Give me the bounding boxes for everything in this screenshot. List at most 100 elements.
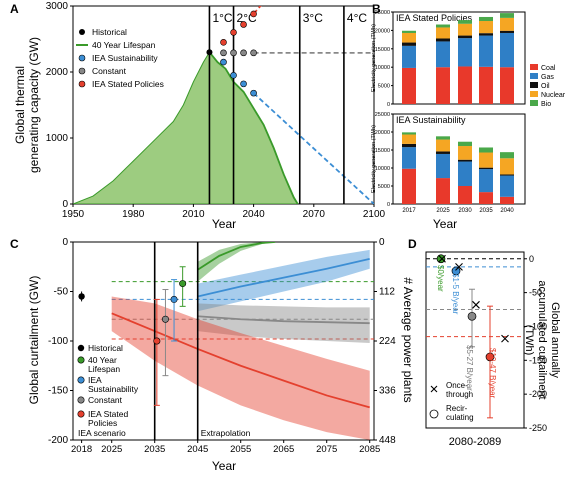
- panel-c-xtick-label: 2035: [144, 444, 165, 455]
- legend-swatch: [78, 67, 86, 75]
- bar-coal: [402, 67, 416, 104]
- stated-once-through-point: [501, 334, 509, 343]
- bar-bio: [436, 136, 450, 140]
- bar-oil: [458, 35, 472, 39]
- panel-c-ytick-label: 0: [62, 237, 68, 248]
- legend-coal-swatch: [530, 64, 538, 70]
- bar-nuclear: [402, 134, 416, 144]
- bar-coal: [402, 168, 416, 204]
- legend-entry: Constant: [88, 395, 123, 405]
- legend-entry: IEA Stated Policies: [92, 79, 164, 89]
- stated-point: [220, 38, 227, 46]
- stated-recirculating-point: [485, 352, 495, 362]
- panel-d-chart: $0/year $1-5 B/year $5-27 B/year $10-47 B/y…: [425, 251, 561, 448]
- panel-b-xtick-label: 2040: [500, 208, 514, 214]
- panel-c-ylabel-right: # Average power plants: [401, 277, 415, 402]
- bar-gas: [500, 32, 514, 68]
- bar-gas: [479, 169, 493, 193]
- panel-c-plot-area: [111, 242, 374, 440]
- stated-point: [250, 10, 257, 18]
- sustainability-cost-annotation: $1-5 B/year: [451, 273, 460, 315]
- bar-nuclear: [436, 27, 450, 39]
- constant-point: [250, 49, 257, 57]
- legend-entry: Policies: [88, 418, 117, 428]
- sustainability-point: [250, 89, 257, 97]
- region-label-extrapolation: Extrapolation: [201, 428, 251, 438]
- panel-a-ylabel-line1: Global thermal: [13, 66, 27, 144]
- warming-label-3: 3°C: [303, 11, 323, 25]
- legend-recirculating-label: Recir-: [446, 404, 468, 413]
- bar-oil: [402, 42, 416, 46]
- constant-once-through-point: [472, 300, 480, 309]
- panel-a-xtick-label: 2040: [242, 209, 265, 220]
- legend-entry: Historical: [92, 27, 127, 37]
- panel-a-xtick-label: 2070: [303, 209, 326, 220]
- sustainability-projection-line: [197, 257, 370, 298]
- panel-letter-c: C: [10, 237, 19, 251]
- panel-c-xtick-label: 2085: [359, 444, 380, 455]
- bar-gas: [458, 161, 472, 186]
- bar-oil: [479, 33, 493, 36]
- legend-coal-label: Coal: [541, 65, 556, 72]
- panel-c-ytick-label: -100: [48, 336, 68, 347]
- legend-swatch: [77, 396, 85, 404]
- stated-uncertainty-band: [111, 296, 370, 440]
- panel-d-ytick-label: -150: [529, 355, 547, 365]
- panel-c-xtick-label: 2018: [71, 444, 92, 455]
- bar-oil: [436, 151, 450, 154]
- bar-bio: [402, 132, 416, 135]
- bar-gas: [436, 153, 450, 179]
- panel-b-xtick-label: 2025: [436, 208, 450, 214]
- panel-b-ytick-label: 15000: [375, 148, 390, 154]
- sustainability-uncertainty-band: [197, 249, 370, 312]
- panel-letter-b: B: [372, 2, 381, 16]
- legend-once-through-label: through: [446, 390, 473, 399]
- legend-bio-swatch: [530, 100, 538, 106]
- bar-oil: [500, 174, 514, 176]
- legend-swatch: [79, 29, 85, 35]
- warming-label-4: 4°C: [347, 11, 367, 25]
- constant-projection-line: [197, 315, 370, 325]
- panel-d-ytick-label: -50: [529, 288, 542, 298]
- legend-entry: IEA Stated: [88, 409, 128, 419]
- sustainability-trend-line: [252, 92, 374, 204]
- legend-bio-label: Bio: [541, 101, 551, 108]
- panel-c-xlabel: Year: [212, 459, 236, 473]
- constant-cost-annotation: $5-27 B/year: [465, 345, 474, 391]
- bar-bio: [458, 141, 472, 147]
- legend-entry: 40 Year Lifespan: [92, 40, 156, 50]
- legend-swatch: [78, 80, 86, 88]
- legend-nuclear-label: Nuclear: [541, 92, 566, 99]
- legend-entry: Historical: [88, 343, 123, 353]
- panel-b-ytick-label: 20000: [375, 130, 390, 136]
- bar-coal: [479, 192, 493, 204]
- bar-coal: [500, 67, 514, 104]
- region-label-iea-scenario: IEA scenario: [78, 428, 126, 438]
- panel-a-ylabel-line2: generating capacity (GW): [27, 37, 41, 173]
- legend-recirculating-swatch: [429, 409, 439, 419]
- panel-b-xtick-label: 2035: [479, 208, 493, 214]
- panel-c-ytick-right-label: 336: [379, 386, 396, 397]
- constant-point: [230, 49, 237, 57]
- legend-swatch: [77, 356, 85, 364]
- bar-oil: [458, 159, 472, 162]
- legend-oil-swatch: [530, 82, 538, 88]
- bar-nuclear: [500, 17, 514, 31]
- bar-bio: [458, 20, 472, 24]
- bar-nuclear: [479, 21, 493, 34]
- legend-once-through-swatch: [430, 385, 438, 393]
- panel-b-ylabel-1: Electricity generation (TWh): [371, 24, 377, 92]
- sustainability-point: [220, 58, 227, 66]
- panel-a-ytick-label: 1000: [46, 133, 69, 144]
- sustainability-2025-2035-point: [170, 295, 178, 303]
- panel-c-ytick-right-label: 448: [379, 435, 396, 446]
- legend-entry: 40 Year: [88, 355, 117, 365]
- panel-c-xtick-label: 2045: [187, 444, 208, 455]
- legend-swatch: [78, 54, 86, 62]
- panel-b-xlabel: Year: [433, 217, 457, 231]
- stated-cost-annotation: $10-47 B/year: [488, 348, 497, 399]
- bar-coal: [436, 178, 450, 204]
- bar-gas: [479, 35, 493, 67]
- legend-oil-label: Oil: [541, 83, 550, 90]
